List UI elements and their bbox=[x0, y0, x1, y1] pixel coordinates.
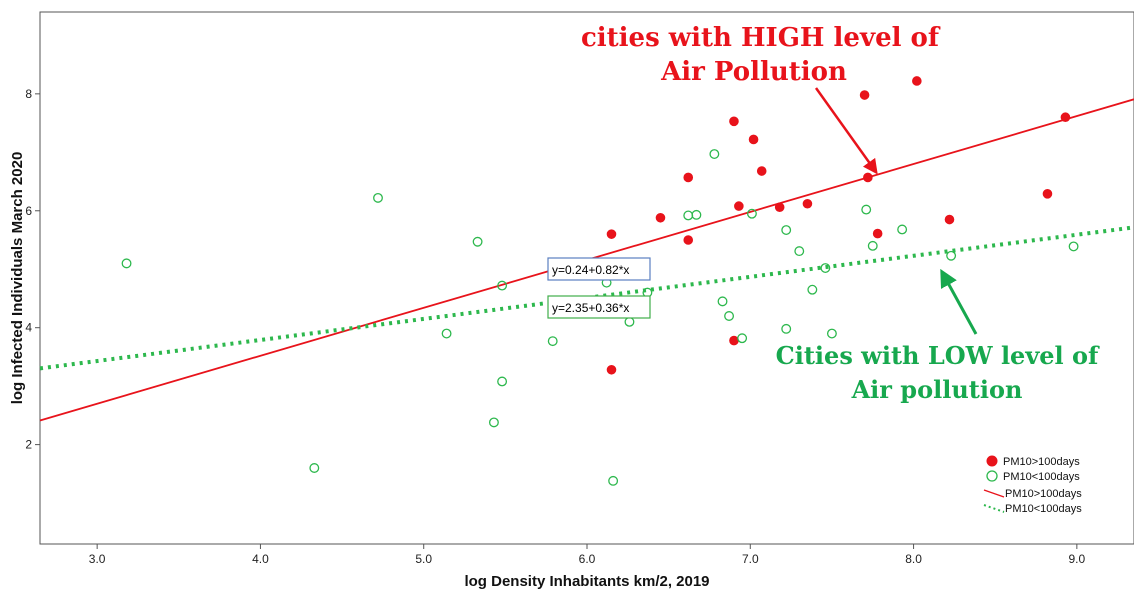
point-high bbox=[1060, 112, 1071, 123]
legend-marker-high bbox=[986, 455, 998, 467]
legend-label-high: PM10>100days bbox=[1003, 456, 1080, 468]
x-axis: 3.0 4.0 5.0 6.0 7.0 8.0 9.0 bbox=[89, 544, 1086, 566]
point-high bbox=[944, 214, 955, 225]
point-low bbox=[746, 208, 757, 219]
equation-high-box bbox=[547, 257, 651, 281]
point-high bbox=[1042, 189, 1053, 199]
point-high bbox=[912, 76, 922, 86]
equation-low-box bbox=[547, 295, 651, 319]
data-points bbox=[121, 76, 1079, 486]
point-low bbox=[691, 209, 702, 220]
point-low bbox=[309, 463, 320, 473]
x-axis-title: log Density Inhabitants km/2, 2019 bbox=[464, 573, 709, 590]
point-high bbox=[859, 90, 870, 100]
x-tick-label: 6.0 bbox=[579, 552, 596, 566]
point-high bbox=[655, 212, 666, 223]
point-high bbox=[756, 166, 767, 176]
point-low bbox=[472, 236, 483, 247]
point-low bbox=[826, 328, 837, 339]
point-low bbox=[794, 246, 805, 257]
x-tick-label: 7.0 bbox=[742, 552, 759, 566]
annotation-high-line1: cities with HIGH level of bbox=[581, 23, 941, 53]
point-low bbox=[807, 284, 818, 295]
point-low bbox=[497, 376, 508, 387]
legend-line-high bbox=[983, 489, 1005, 498]
equation-low: y=2.35+0.36*x bbox=[547, 295, 651, 319]
point-low bbox=[497, 280, 508, 291]
legend: PM10>100days PM10<100days PM10>100days P… bbox=[983, 455, 1082, 515]
y-tick-label: 8 bbox=[25, 87, 32, 101]
annotation-low-line1: Cities with LOW level of bbox=[776, 341, 1100, 370]
point-low bbox=[717, 296, 728, 307]
y-tick-label: 4 bbox=[25, 321, 32, 335]
point-high bbox=[729, 116, 739, 127]
point-low bbox=[737, 333, 748, 344]
point-low bbox=[608, 475, 619, 486]
point-low bbox=[781, 225, 792, 236]
point-high bbox=[863, 172, 873, 183]
legend-line-low bbox=[983, 504, 1005, 513]
legend-label-line-high: PM10>100days bbox=[1005, 488, 1082, 500]
point-low bbox=[373, 192, 383, 203]
equation-high-text: y=0.24+0.82*x bbox=[552, 263, 629, 277]
legend-marker-low bbox=[986, 470, 998, 482]
point-low bbox=[781, 323, 792, 334]
annotation-low-arrow bbox=[940, 268, 978, 335]
y-axis-title: log Infected Individuals March 2020 bbox=[9, 152, 26, 405]
point-low bbox=[709, 149, 720, 160]
point-low bbox=[121, 258, 132, 269]
point-low bbox=[946, 250, 957, 261]
y-tick-label: 6 bbox=[25, 204, 32, 218]
point-low bbox=[867, 240, 878, 251]
point-high bbox=[734, 201, 744, 211]
x-tick-label: 5.0 bbox=[415, 552, 432, 566]
equation-high: y=0.24+0.82*x bbox=[547, 257, 651, 281]
point-high bbox=[606, 364, 617, 375]
point-high bbox=[729, 335, 739, 346]
point-low bbox=[441, 328, 452, 339]
y-axis: 2 4 6 8 bbox=[25, 87, 40, 452]
x-tick-label: 4.0 bbox=[252, 552, 269, 566]
y-tick-label: 2 bbox=[25, 438, 32, 452]
point-high bbox=[683, 172, 694, 183]
point-low bbox=[547, 336, 558, 347]
x-tick-label: 3.0 bbox=[89, 552, 106, 566]
point-low bbox=[1068, 241, 1079, 252]
point-high bbox=[606, 229, 617, 239]
point-low bbox=[820, 263, 831, 274]
point-low bbox=[897, 224, 908, 235]
equation-low-text: y=2.35+0.36*x bbox=[552, 301, 629, 315]
point-high bbox=[748, 134, 759, 145]
point-low bbox=[861, 204, 872, 215]
point-low bbox=[724, 311, 735, 321]
annotation-low-line2: Air pollution bbox=[851, 375, 1023, 404]
legend-label-line-low: PM10<100days bbox=[1005, 503, 1082, 515]
x-tick-label: 9.0 bbox=[1069, 552, 1086, 566]
point-high bbox=[774, 202, 785, 213]
point-high bbox=[802, 198, 813, 209]
point-high bbox=[683, 235, 694, 245]
point-high bbox=[872, 228, 883, 239]
x-tick-label: 8.0 bbox=[905, 552, 922, 566]
legend-label-low: PM10<100days bbox=[1003, 471, 1080, 483]
annotation-high-line2: Air Pollution bbox=[660, 57, 847, 87]
point-low bbox=[488, 417, 499, 428]
annotation-high-arrow bbox=[814, 87, 878, 175]
